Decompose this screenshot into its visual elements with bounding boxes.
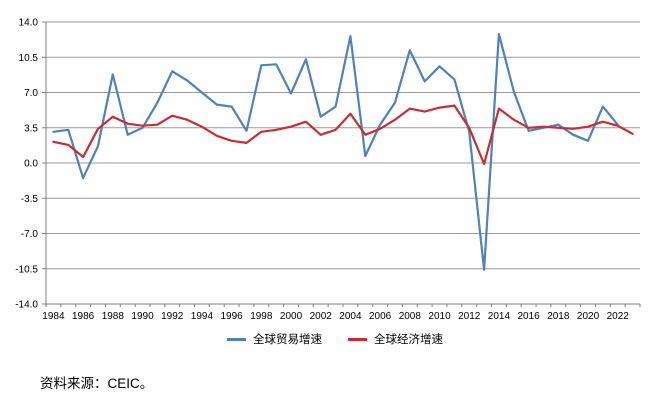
gdp-legend-label: 全球经济增速: [374, 334, 443, 346]
x-axis-label: 2010: [428, 311, 451, 322]
trade-line-swatch: [227, 337, 246, 341]
trade-growth-line: [52, 32, 619, 271]
y-axis-label: -3.5: [21, 194, 39, 205]
x-axis-label: 1988: [102, 311, 125, 322]
x-axis-label: 2020: [577, 311, 600, 322]
x-axis-label: 1990: [131, 311, 154, 322]
legend-item-gdp: 全球经济增速: [348, 331, 443, 347]
x-axis-label: 2012: [458, 311, 481, 322]
x-axis-label: 1994: [191, 311, 214, 322]
source-note: 资料来源：CEIC。: [40, 376, 154, 391]
x-axis-label: 2000: [280, 311, 303, 322]
gdp-line-swatch: [348, 337, 367, 341]
x-axis-label: 2018: [547, 311, 570, 322]
y-axis-label: 7.0: [24, 88, 38, 99]
x-axis-label: 2016: [518, 311, 541, 322]
x-axis-label: 2004: [339, 311, 362, 322]
chart-legend: 全球贸易增速 全球经济增速: [0, 331, 670, 347]
x-axis-label: 1992: [161, 311, 184, 322]
x-axis-label: 2022: [607, 311, 630, 322]
x-axis-label: 1986: [72, 311, 95, 322]
legend-item-trade: 全球贸易增速: [227, 331, 322, 347]
y-axis-label: 3.5: [24, 123, 38, 134]
x-axis-label: 1984: [42, 311, 65, 322]
y-axis-label: 0.0: [24, 159, 38, 170]
x-axis-label: 2006: [369, 311, 392, 322]
y-axis-label: 10.5: [19, 53, 39, 64]
x-axis-label: 2002: [310, 311, 333, 322]
y-axis-label: -10.5: [15, 264, 38, 275]
growth-line-chart: 14.0 10.5 7.0 3.5 0.0 -3.5 -7.0 -10.5 -14.0 1984 1…: [15, 18, 641, 322]
x-axis-label: 2008: [399, 311, 422, 322]
x-axis-label: 1996: [221, 311, 244, 322]
x-axis-label: 2014: [488, 311, 511, 322]
gdp-growth-line: [52, 104, 634, 166]
x-axis-label: 1998: [250, 311, 273, 322]
y-axis-label: -14.0: [15, 300, 38, 311]
trade-legend-label: 全球贸易增速: [253, 334, 322, 346]
y-axis-label: 14.0: [19, 18, 39, 29]
y-axis-label: -7.0: [21, 229, 39, 240]
chart-canvas: 14.0 10.5 7.0 3.5 0.0 -3.5 -7.0 -10.5 -14.0 1984 1…: [15, 18, 641, 322]
